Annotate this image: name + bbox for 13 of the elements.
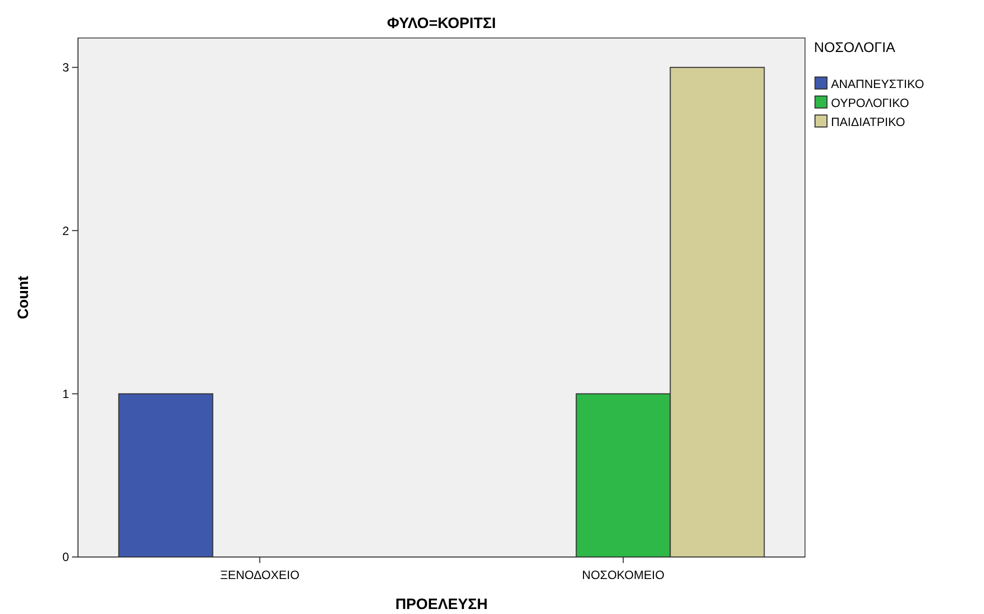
y-tick-label: 0 — [62, 550, 70, 564]
y-tick-label: 3 — [62, 60, 70, 75]
x-tick-label: ΞΕΝΟΔΟΧΕΙΟ — [220, 568, 300, 582]
y-axis-title: Count — [15, 276, 32, 320]
y-tick-label: 1 — [62, 386, 70, 401]
legend-title: ΝΟΣΟΛΟΓΙΑ — [814, 39, 896, 55]
chart-title: ΦΥΛΟ=ΚΟΡΙΤΣΙ — [387, 15, 496, 32]
legend-label: ΟΥΡΟΛΟΓΙΚΟ — [831, 96, 910, 110]
y-tick-label: 2 — [62, 224, 70, 238]
x-tick-label: ΝΟΣΟΚΟΜΕΙΟ — [582, 568, 664, 582]
legend-label: ΠΑΙΔΙΑΤΡΙΚΟ — [831, 115, 906, 129]
legend-label: ΑΝΑΠΝΕΥΣΤΙΚΟ — [831, 77, 924, 91]
x-axis-title: ΠΡΟΕΛΕΥΣΗ — [395, 596, 488, 613]
